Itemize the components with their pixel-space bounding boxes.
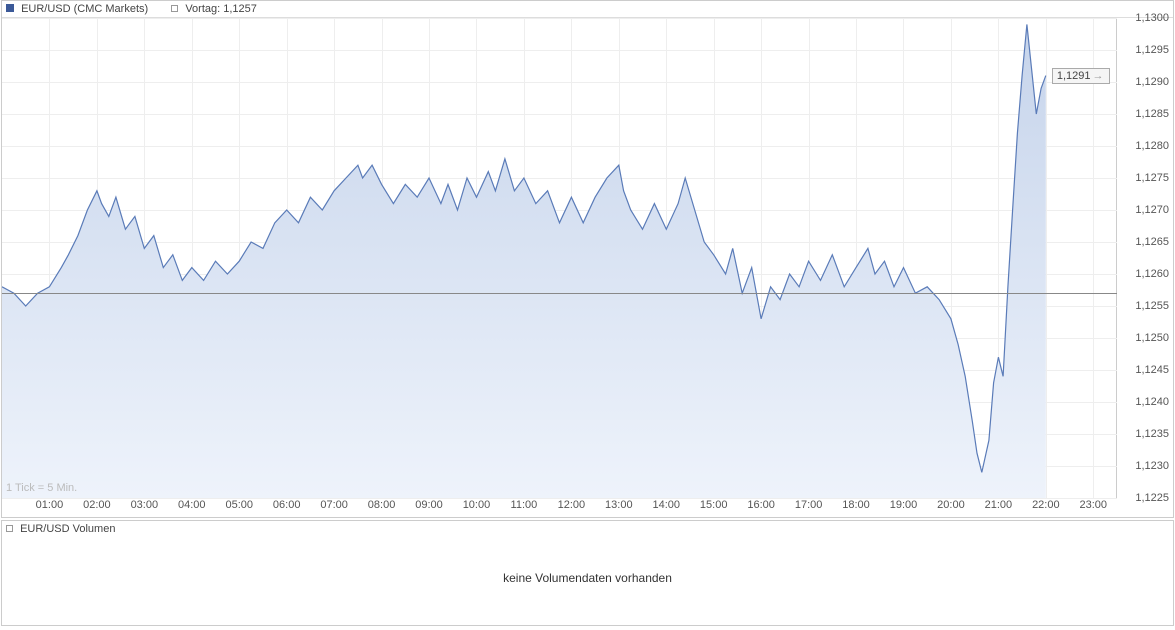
legend-swatch-icon [6,4,14,12]
volume-no-data-message: keine Volumendaten vorhanden [503,571,672,585]
y-tick-label: 1,1260 [1121,268,1169,280]
x-tick-label: 05:00 [225,499,253,511]
volume-panel: EUR/USD Volumen keine Volumendaten vorha… [1,520,1174,626]
tick-note: 1 Tick = 5 Min. [6,482,77,494]
x-tick-label: 21:00 [985,499,1013,511]
x-tick-label: 02:00 [83,499,111,511]
y-tick-label: 1,1290 [1121,76,1169,88]
series-label: EUR/USD (CMC Markets) [21,3,148,15]
y-tick-label: 1,1285 [1121,108,1169,120]
price-area-svg [2,18,1117,498]
y-axis: 1,12251,12301,12351,12401,12451,12501,12… [1117,18,1173,498]
vortag-label: Vortag: [185,3,220,15]
y-tick-label: 1,1255 [1121,300,1169,312]
y-tick-label: 1,1250 [1121,332,1169,344]
y-tick-label: 1,1240 [1121,396,1169,408]
y-tick-label: 1,1230 [1121,460,1169,472]
x-tick-label: 09:00 [415,499,443,511]
y-tick-label: 1,1270 [1121,204,1169,216]
y-tick-label: 1,1300 [1121,12,1169,24]
x-tick-label: 04:00 [178,499,206,511]
legend-hollow-icon [171,5,178,12]
x-tick-label: 20:00 [937,499,965,511]
vortag-value: 1,1257 [223,3,257,15]
reference-line [2,293,1117,294]
legend-vortag: Vortag: 1,1257 [171,3,257,15]
plot-area[interactable]: 1 Tick = 5 Min. 1,1291→ [2,18,1117,498]
x-tick-label: 14:00 [652,499,680,511]
y-tick-label: 1,1295 [1121,44,1169,56]
y-tick-label: 1,1235 [1121,428,1169,440]
arrow-right-icon: → [1092,70,1103,82]
chart-header: EUR/USD (CMC Markets) Vortag: 1,1257 [2,1,1173,17]
legend-series: EUR/USD (CMC Markets) [6,3,148,15]
x-tick-label: 01:00 [36,499,64,511]
x-tick-label: 03:00 [131,499,159,511]
x-tick-label: 18:00 [842,499,870,511]
x-tick-label: 10:00 [463,499,491,511]
y-tick-label: 1,1280 [1121,140,1169,152]
x-tick-label: 11:00 [511,499,538,511]
x-tick-label: 19:00 [890,499,918,511]
volume-header: EUR/USD Volumen [2,521,1173,537]
x-tick-label: 13:00 [605,499,633,511]
y-tick-label: 1,1245 [1121,364,1169,376]
chart-body[interactable]: 1 Tick = 5 Min. 1,1291→ 1,1225 1,1230 1,12… [2,17,1173,517]
x-tick-label: 12:00 [558,499,586,511]
legend-hollow-icon [6,525,13,532]
volume-title: EUR/USD Volumen [20,523,115,535]
x-tick-label: 17:00 [795,499,823,511]
x-axis: 01:00 02:00 03:00 04:00 05:00 06:00 07:00 08:00… [2,497,1117,517]
y-tick-label: 1,1265 [1121,236,1169,248]
x-tick-label: 08:00 [368,499,396,511]
price-chart-panel: EUR/USD (CMC Markets) Vortag: 1,1257 1 T… [1,0,1174,518]
y-tick-label: 1,1275 [1121,172,1169,184]
x-tick-label: 16:00 [747,499,775,511]
x-tick-label: 15:00 [700,499,728,511]
x-tick-label: 23:00 [1080,499,1108,511]
last-price-flag: 1,1291→ [1052,68,1111,84]
x-tick-label: 06:00 [273,499,301,511]
last-price-label: 1,1291 [1057,70,1091,82]
x-tick-label: 07:00 [320,499,348,511]
y-tick-label: 1,1225 [1121,492,1169,504]
x-tick-label: 22:00 [1032,499,1060,511]
